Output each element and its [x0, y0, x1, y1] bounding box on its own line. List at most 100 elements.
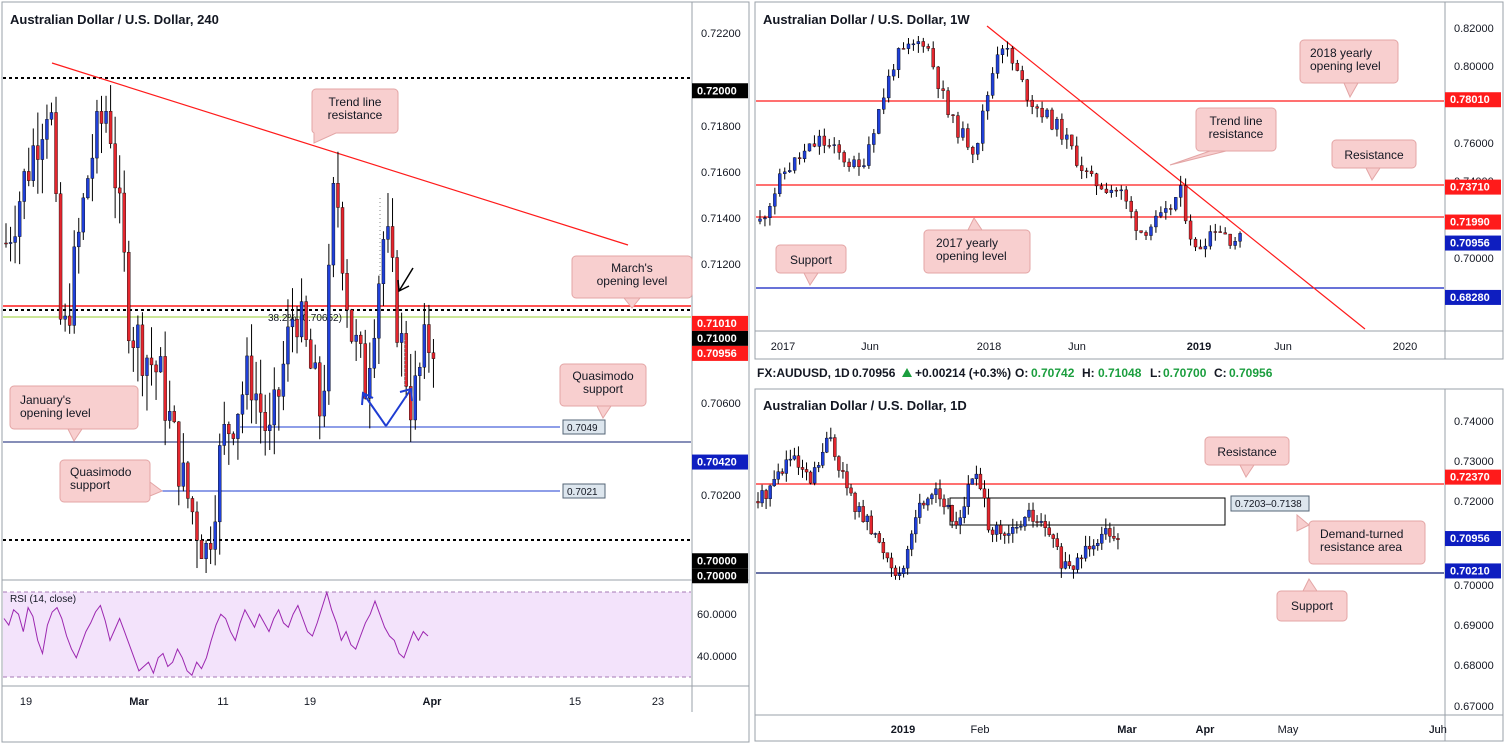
w1-candle-body [1015, 63, 1020, 71]
h4-candle-body [177, 421, 181, 487]
w1-candle-body [857, 159, 861, 168]
w1-candle-body [990, 73, 995, 96]
d1-candle-body [1027, 509, 1031, 518]
h4-candle-body [422, 324, 427, 368]
d1-annotation-text-resistance: Resistance [1217, 445, 1277, 459]
h4-candle-body [163, 356, 167, 421]
h4-candle-body [245, 355, 249, 395]
d1-candle-body [934, 488, 938, 495]
h4-candle-body [190, 498, 195, 513]
d1-candle-body [1003, 533, 1007, 536]
d1-candle-body [865, 515, 869, 522]
black-arrow [397, 267, 414, 293]
w1-candle-body [1144, 232, 1148, 236]
w1-annotation-support: Support [775, 244, 847, 286]
d1-annotation-text-support: Support [1291, 599, 1334, 613]
annotation-text-trend: Trend line resistance [328, 95, 383, 122]
h4-candle-body [58, 193, 63, 320]
h4-candle-body [322, 390, 327, 417]
d1-y-tick: 0.69000 [1454, 620, 1494, 632]
d1-candle-body [889, 557, 894, 569]
w1-y-tick: 0.80000 [1454, 61, 1494, 73]
info-l: 0.70700 [1163, 366, 1207, 380]
w1-candle-body [1079, 165, 1084, 171]
h4-price-tag-label: 0.70000 [697, 570, 737, 582]
d1-candle-body [1043, 521, 1047, 528]
w1-candle-body [867, 144, 871, 166]
w1-candle-body [916, 41, 921, 45]
d1-candle-body [1067, 561, 1072, 567]
w1-annotation-trend: Trend line resistance [1169, 107, 1277, 166]
d1-candle-body [1071, 565, 1076, 570]
d1-candle-body [1019, 526, 1023, 528]
h4-candle-body [4, 242, 8, 245]
d1-candle-body [821, 451, 825, 466]
h4-candle-body [172, 411, 176, 423]
d1-candle-body [837, 456, 841, 471]
w1-candle-body [817, 135, 822, 147]
d1-panel [754, 388, 1504, 742]
h4-candle-body [331, 183, 336, 266]
h4-candle-body [218, 445, 222, 523]
h4-price-tag [692, 454, 748, 470]
w1-candle-body [901, 48, 906, 50]
w1-candle-body [1203, 245, 1208, 250]
w1-chart: Australian Dollar / U.S. Dollar, 1W 0.82… [755, 2, 1503, 359]
w1-x-label: 2017 [771, 341, 795, 353]
d1-candle-body [922, 502, 926, 506]
w1-candle-body [951, 114, 955, 116]
d1-y-tick: 0.70000 [1454, 580, 1494, 592]
h4-candle-body [199, 539, 204, 559]
h4-candle-body [195, 511, 199, 541]
h4-candle-body [154, 364, 158, 373]
d1-candle-body [1007, 533, 1011, 536]
d1-candle-body [833, 437, 837, 457]
w1-candle-body [1228, 233, 1232, 246]
d1-candle-body [970, 478, 975, 485]
d1-candle-body [768, 485, 772, 499]
d1-candle-body [873, 533, 877, 535]
d1-candle-body [1091, 545, 1096, 550]
d1-candle-body [901, 567, 906, 574]
h4-candle-body [45, 119, 49, 140]
w1-annotation-2018: 2018 yearly opening level [1299, 39, 1399, 99]
w1-candle-body [1238, 233, 1242, 242]
h4-chart: Australian Dollar / U.S. Dollar, 240 0.7… [2, 2, 749, 712]
d1-candle-body [825, 437, 829, 453]
info-price: 0.70956 [852, 366, 896, 380]
w1-candle-body [921, 41, 926, 47]
d1-y-tick: 0.74000 [1454, 416, 1494, 428]
level-tag-7021: 0.7021 [567, 487, 598, 498]
h4-y-tick: 0.71200 [701, 259, 741, 271]
h4-candle-body [431, 352, 436, 359]
annotation-march-open: March's opening level [571, 255, 693, 309]
w1-candle-body [1124, 189, 1128, 202]
d1-candle-body [1108, 528, 1112, 537]
h4-price-tag-label: 0.70000 [697, 555, 737, 567]
d1-y-tick: 0.68000 [1454, 660, 1494, 672]
h4-candle-body [117, 187, 122, 194]
d1-price-tag-label: 0.70956 [1450, 533, 1490, 545]
w1-candle-body [971, 147, 975, 155]
w1-candle-body [1005, 48, 1010, 50]
zone-label: 0.7203–0.7138 [1235, 499, 1302, 510]
w1-price-tag [1445, 92, 1501, 108]
d1-candle-body [881, 542, 886, 553]
w1-candle-body [886, 75, 891, 99]
w1-candle-body [1198, 246, 1203, 250]
w1-price-tag [1445, 179, 1501, 195]
h4-candle-body [104, 111, 108, 124]
h4-candle-body [336, 183, 340, 208]
d1-candle-body [1039, 521, 1043, 523]
w1-annotation-text-2017: 2017 yearly opening level [936, 236, 1007, 263]
h4-candle-body [136, 324, 140, 348]
up-arrow-icon [902, 368, 912, 377]
w1-title: Australian Dollar / U.S. Dollar, 1W [763, 12, 970, 27]
w1-candle-body [1159, 212, 1163, 217]
d1-candle-body [909, 533, 914, 550]
w1-x-label: Jun [861, 341, 879, 353]
h4-candle-body [131, 340, 136, 348]
w1-candle-body [1233, 241, 1237, 246]
w1-annotation-text-resistance: Resistance [1344, 148, 1404, 162]
